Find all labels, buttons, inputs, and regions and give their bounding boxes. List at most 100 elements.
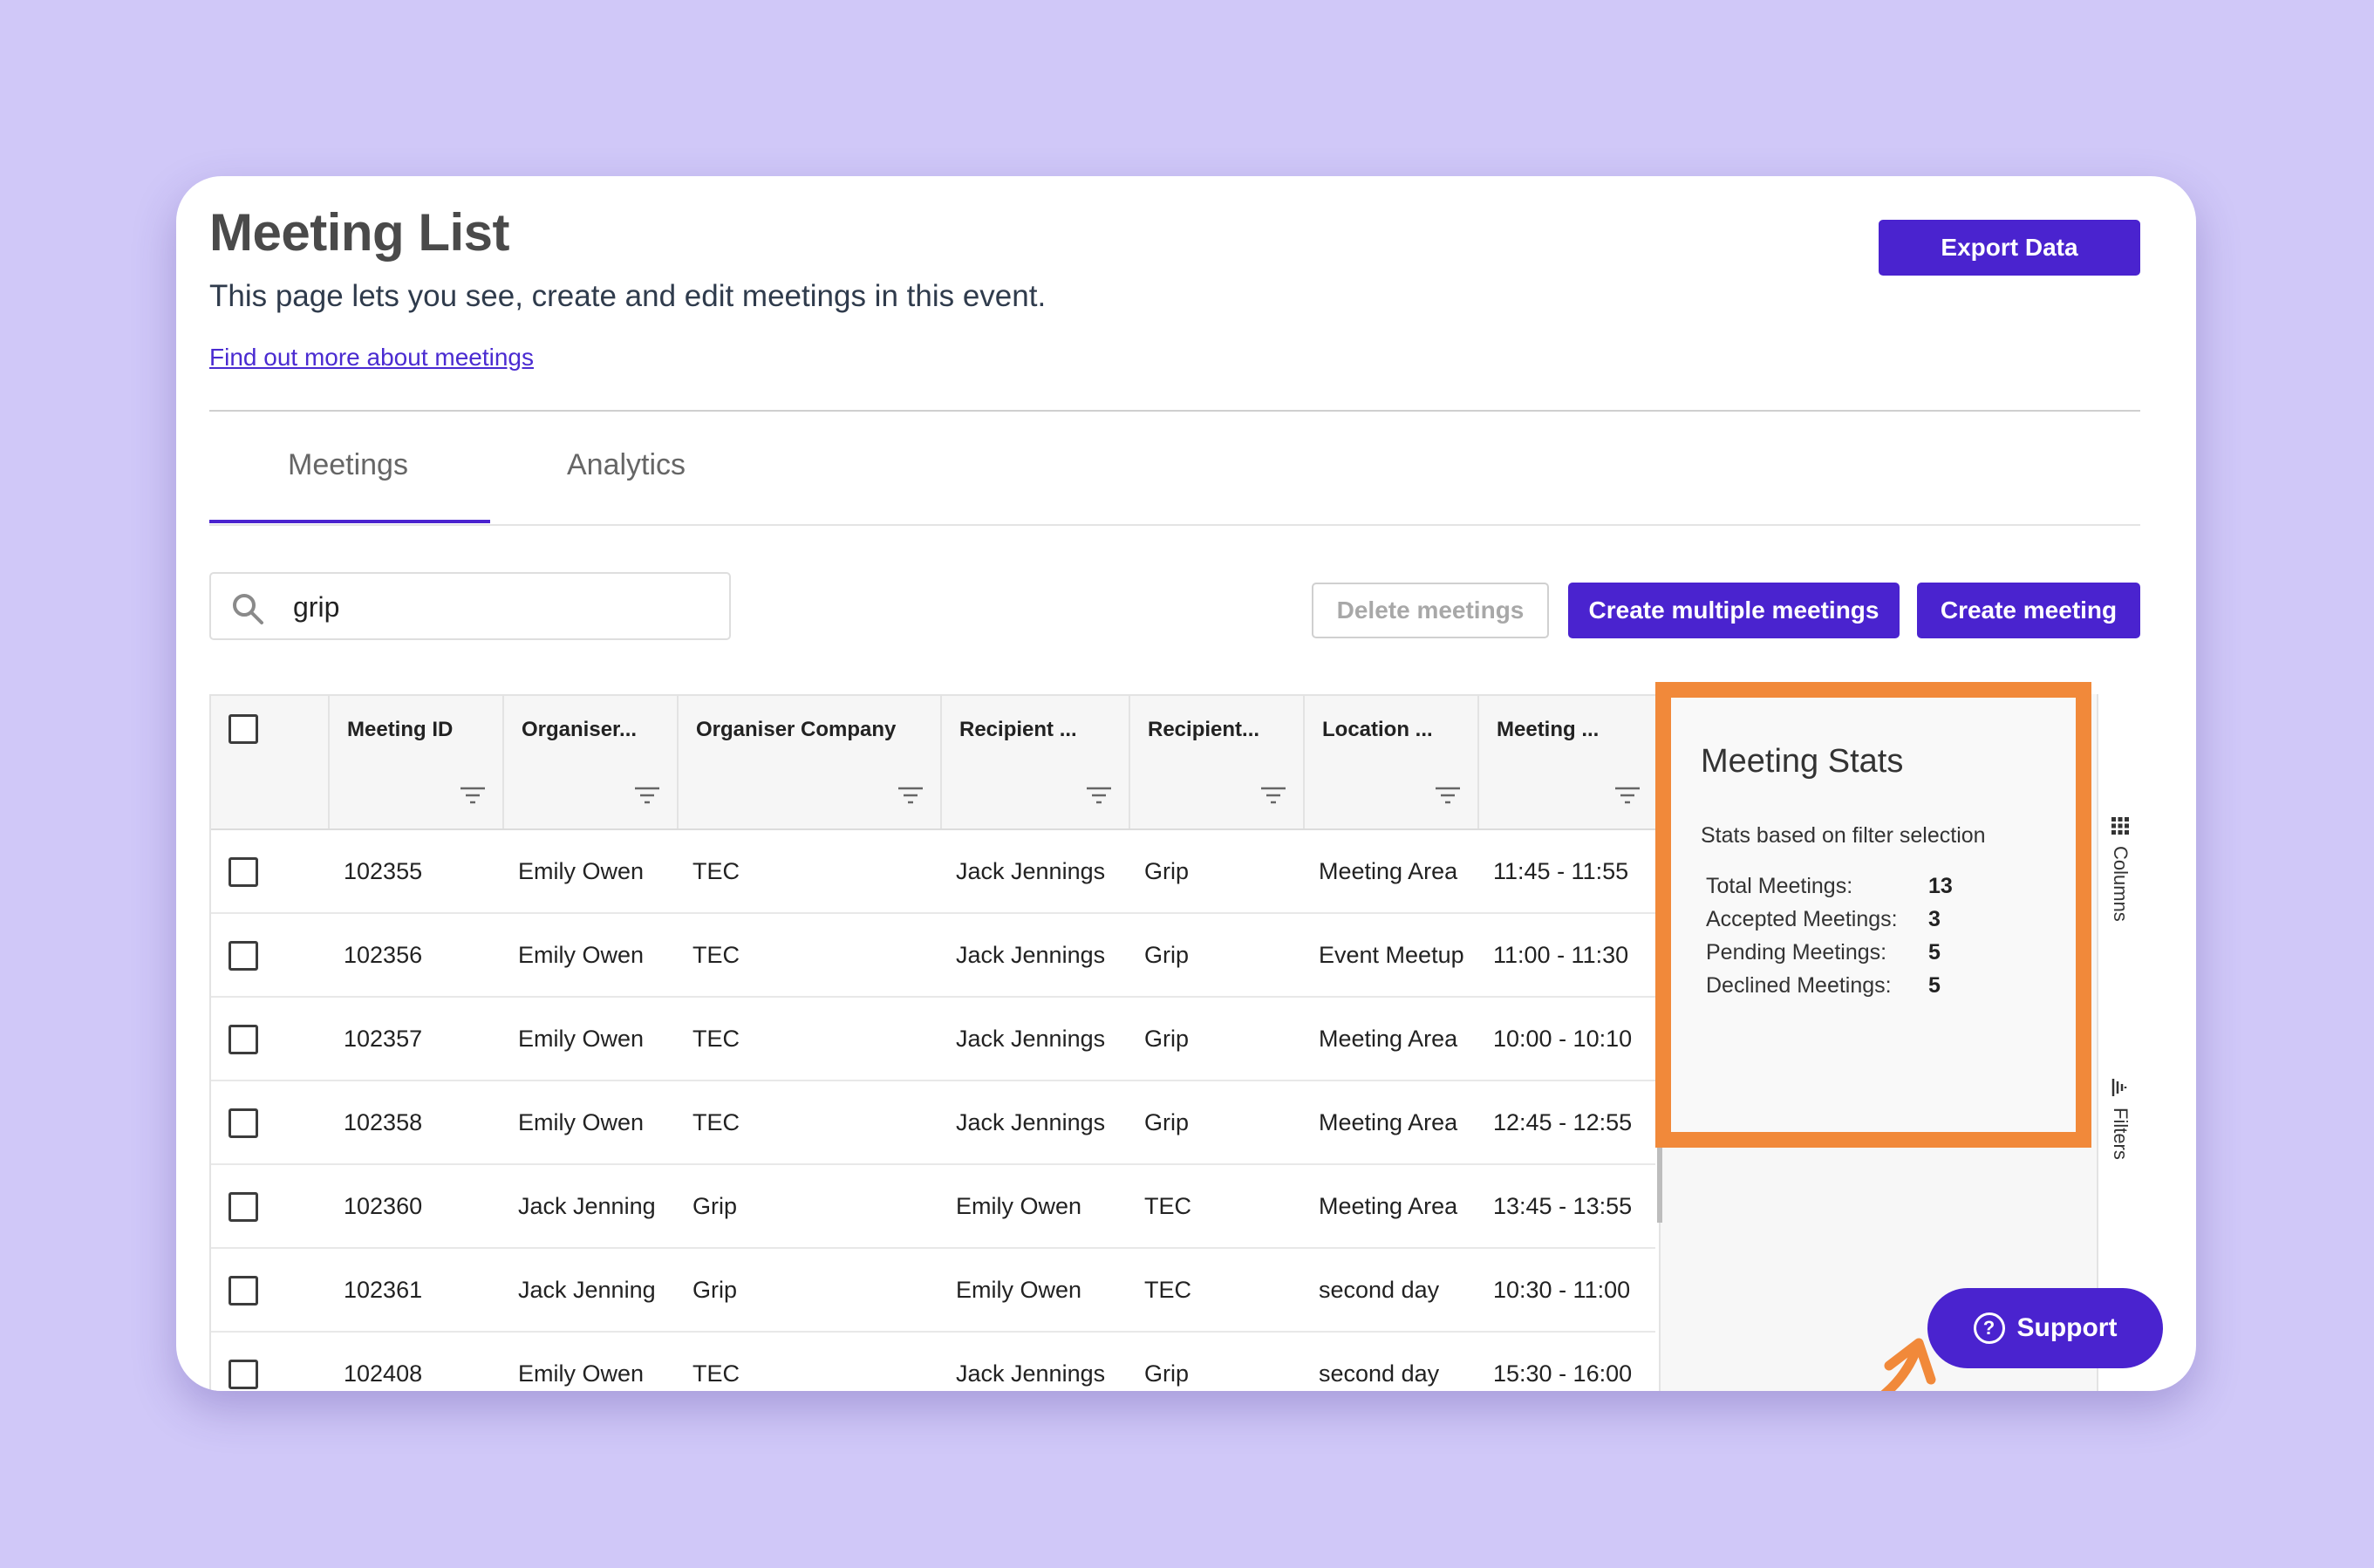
cell-organiser-company: TEC (692, 942, 740, 968)
table-filter-row (211, 764, 1655, 830)
cell-location: Event Meetup (1319, 942, 1464, 968)
row-checkbox[interactable] (229, 1192, 258, 1222)
cell-recipient: Jack Jennings (956, 942, 1106, 968)
cell-recipient-company: Grip (1144, 858, 1190, 884)
search-icon (233, 594, 263, 624)
cell-recipient-company: Grip (1144, 1109, 1190, 1135)
meeting-list-card: Meeting List This page lets you see, cre… (176, 176, 2196, 1391)
tab-analytics[interactable]: Analytics (567, 448, 686, 481)
cell-meeting-time: 10:30 - 11:00 (1493, 1277, 1631, 1303)
cell-organiser-company: TEC (692, 1360, 740, 1387)
table-row[interactable]: 102356 Emily Owen TEC Jack Jennings Grip… (211, 914, 1655, 998)
search-box[interactable] (209, 572, 731, 640)
learn-more-link[interactable]: Find out more about meetings (209, 344, 534, 371)
header-select-cell (211, 696, 328, 764)
row-checkbox[interactable] (229, 1276, 258, 1306)
table-row[interactable]: 102357 Emily Owen TEC Jack Jennings Grip… (211, 998, 1655, 1081)
stats-subtitle: Stats based on filter selection (1701, 823, 1986, 848)
column-header-recipient-company[interactable]: Recipient... (1129, 696, 1303, 764)
table-header-row: Meeting ID Organiser... Organiser Compan… (211, 696, 1655, 766)
filter-icon[interactable] (635, 787, 659, 804)
cell-location: Meeting Area (1319, 1109, 1458, 1135)
filter-icon[interactable] (1087, 787, 1111, 804)
filter-cell-organiser-company (677, 764, 940, 828)
cell-recipient: Jack Jennings (956, 858, 1106, 884)
column-header-organiser-company[interactable]: Organiser Company (677, 696, 940, 764)
cell-organiser: Emily Owen (518, 1360, 645, 1387)
table-body: 102355 Emily Owen TEC Jack Jennings Grip… (211, 830, 1655, 1391)
column-header-recipient[interactable]: Recipient ... (940, 696, 1129, 764)
table-row[interactable]: 102355 Emily Owen TEC Jack Jennings Grip… (211, 830, 1655, 914)
cell-recipient-company: Grip (1144, 1360, 1190, 1387)
side-tab-columns[interactable]: Columns (2098, 816, 2142, 956)
cell-recipient: Emily Owen (956, 1277, 1082, 1303)
grid-icon (2111, 817, 2129, 835)
cell-meeting-time: 11:00 - 11:30 (1493, 942, 1629, 968)
filter-cell-select (211, 764, 328, 828)
filter-icon[interactable] (1261, 787, 1286, 804)
cell-recipient: Jack Jennings (956, 1026, 1106, 1052)
cell-organiser: Emily Owen (518, 858, 645, 884)
cell-recipient-company: TEC (1144, 1277, 1191, 1303)
cell-recipient: Jack Jennings (956, 1109, 1106, 1135)
cell-organiser: Emily Owen (518, 1026, 645, 1052)
support-button[interactable]: ? Support (1927, 1288, 2163, 1368)
cell-organiser-company: TEC (692, 1109, 740, 1135)
cell-recipient: Jack Jennings (956, 1360, 1106, 1387)
cell-meeting-time: 13:45 - 13:55 (1493, 1193, 1633, 1219)
header-divider (209, 410, 2140, 412)
cell-organiser: Emily Owen (518, 1109, 645, 1135)
row-checkbox[interactable] (229, 1360, 258, 1389)
page-title: Meeting List (209, 203, 510, 262)
table-row[interactable]: 102360 Jack Jenning Grip Emily Owen TEC … (211, 1165, 1655, 1249)
cell-organiser-company: TEC (692, 858, 740, 884)
support-label: Support (2016, 1313, 2118, 1342)
column-header-organiser[interactable]: Organiser... (502, 696, 677, 764)
side-tab-filters[interactable]: Filters (2098, 1078, 2142, 1209)
stats-title: Meeting Stats (1701, 743, 1904, 780)
filter-icon[interactable] (460, 787, 485, 804)
cell-meeting-time: 15:30 - 16:00 (1493, 1360, 1633, 1387)
filter-cell-location (1303, 764, 1477, 828)
delete-meetings-button[interactable]: Delete meetings (1312, 583, 1549, 638)
stat-label: Total Meetings: (1706, 874, 1853, 898)
filter-icon[interactable] (898, 787, 923, 804)
tab-meetings[interactable]: Meetings (288, 448, 408, 481)
help-icon: ? (1973, 1312, 2005, 1344)
search-input[interactable] (291, 583, 713, 631)
row-checkbox[interactable] (229, 1108, 258, 1138)
table-row[interactable]: 102361 Jack Jenning Grip Emily Owen TEC … (211, 1249, 1655, 1333)
filter-icon[interactable] (1436, 787, 1460, 804)
export-data-button[interactable]: Export Data (1879, 220, 2140, 276)
meetings-table: Meeting ID Organiser... Organiser Compan… (209, 694, 1655, 1391)
filter-icon[interactable] (1615, 787, 1640, 804)
stat-label: Declined Meetings: (1706, 973, 1892, 998)
stat-value: 5 (1928, 973, 1941, 998)
cell-recipient-company: TEC (1144, 1193, 1191, 1219)
table-row[interactable]: 102358 Emily Owen TEC Jack Jennings Grip… (211, 1081, 1655, 1165)
cell-organiser: Emily Owen (518, 942, 645, 968)
cell-organiser: Jack Jenning (518, 1193, 656, 1219)
column-header-meeting-time[interactable]: Meeting ... (1477, 696, 1655, 764)
cell-location: second day (1319, 1360, 1440, 1387)
column-header-meeting-id[interactable]: Meeting ID (328, 696, 502, 764)
cell-meeting-id: 102355 (344, 858, 423, 884)
create-meeting-button[interactable]: Create meeting (1917, 583, 2140, 638)
row-checkbox[interactable] (229, 941, 258, 971)
filter-cell-recipient-company (1129, 764, 1303, 828)
create-multiple-meetings-button[interactable]: Create multiple meetings (1568, 583, 1900, 638)
cell-recipient-company: Grip (1144, 942, 1190, 968)
row-checkbox[interactable] (229, 1025, 258, 1054)
table-row[interactable]: 102408 Emily Owen TEC Jack Jennings Grip… (211, 1333, 1655, 1391)
stat-label: Pending Meetings: (1706, 940, 1887, 965)
cell-organiser-company: Grip (692, 1193, 738, 1219)
column-header-location[interactable]: Location ... (1303, 696, 1477, 764)
select-all-checkbox[interactable] (229, 714, 258, 744)
filter-cell-organiser (502, 764, 677, 828)
filter-cell-recipient (940, 764, 1129, 828)
active-tab-indicator (209, 520, 490, 523)
stat-value: 13 (1928, 874, 1953, 898)
cell-meeting-time: 10:00 - 10:10 (1493, 1026, 1633, 1052)
row-checkbox[interactable] (229, 857, 258, 887)
cell-meeting-id: 102360 (344, 1193, 423, 1219)
